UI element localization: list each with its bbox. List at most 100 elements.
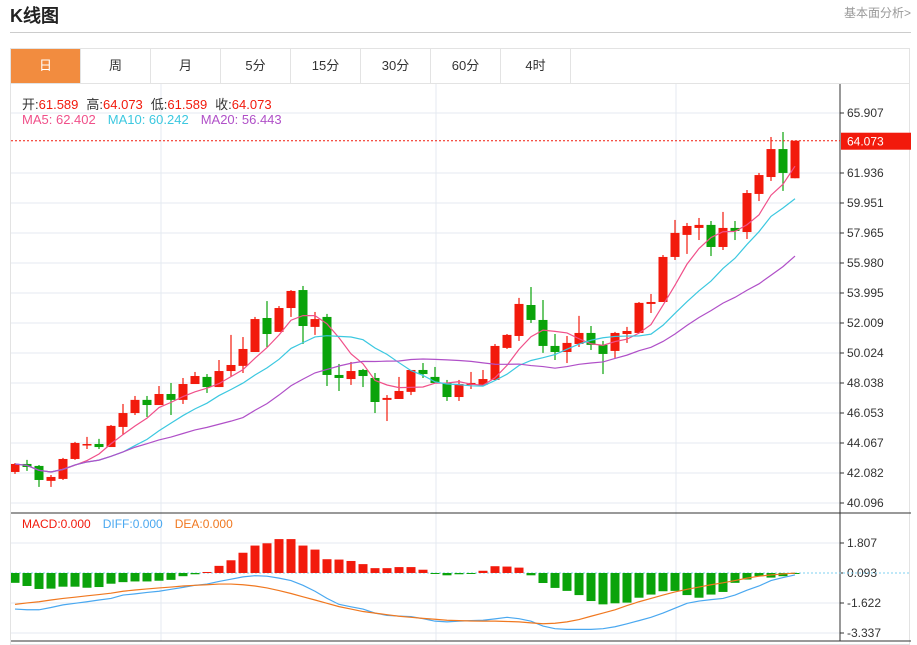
diff-value: DIFF:0.000 xyxy=(102,517,163,531)
candle-body xyxy=(142,399,152,406)
tab-5min[interactable]: 5分 xyxy=(221,49,291,83)
candle-body xyxy=(70,442,80,459)
macd-bar xyxy=(742,572,752,580)
candle-body xyxy=(730,227,740,231)
macd-bar xyxy=(262,543,272,573)
price-tick-label: 46.053 xyxy=(847,406,884,420)
price-tick-label: 42.082 xyxy=(847,466,884,480)
candle-body xyxy=(274,308,284,332)
high-label: 高: xyxy=(86,97,104,112)
macd-bar xyxy=(622,572,632,603)
macd-tick-label: 0.093 xyxy=(847,566,877,580)
tab-15min[interactable]: 15分 xyxy=(291,49,361,83)
macd-bar xyxy=(358,564,368,573)
macd-bar xyxy=(418,569,428,573)
candle-body xyxy=(262,317,272,335)
dea-value: DEA:0.000 xyxy=(174,517,233,531)
tab-60min[interactable]: 60分 xyxy=(431,49,501,83)
macd-bar xyxy=(130,572,140,582)
macd-bar xyxy=(334,559,344,573)
candle-body xyxy=(358,369,368,377)
candle-body xyxy=(94,444,104,448)
macd-tick-label: 1.807 xyxy=(847,536,877,550)
price-tick-label: 57.965 xyxy=(847,226,884,240)
candle-body xyxy=(238,348,248,366)
candle-body xyxy=(454,384,464,398)
candle-body xyxy=(322,316,332,375)
macd-bar xyxy=(190,572,200,575)
candle-body xyxy=(118,413,128,427)
price-tick-label: 48.038 xyxy=(847,376,884,390)
macd-bar xyxy=(514,567,524,573)
candle-body xyxy=(310,319,320,327)
macd-legend: MACD:0.000 DIFF:0.000 DEA:0.000 xyxy=(22,517,233,531)
price-tick-label: 52.009 xyxy=(847,316,884,330)
macd-bar xyxy=(586,572,596,602)
tab-day[interactable]: 日 xyxy=(11,49,81,83)
candle-body xyxy=(178,384,188,400)
macd-bar xyxy=(298,545,308,573)
candle-body xyxy=(598,344,608,354)
candle-body xyxy=(370,377,380,403)
macd-bar xyxy=(70,572,80,587)
macd-bar xyxy=(706,572,716,595)
macd-bar xyxy=(46,572,56,589)
macd-bar xyxy=(34,572,44,589)
page-title: K线图 xyxy=(10,6,59,26)
macd-bar xyxy=(310,549,320,573)
macd-bar xyxy=(106,572,116,584)
candle-body xyxy=(514,303,524,336)
fundamentals-link[interactable]: 基本面分析> xyxy=(843,6,911,20)
low-label: 低: xyxy=(150,97,168,112)
tab-week[interactable]: 周 xyxy=(81,49,151,83)
candle-body xyxy=(778,149,788,173)
chart-canvas[interactable]: 65.907 61.936 59.951 57.965 55.980 53.995 52.0… xyxy=(11,84,911,645)
macd-bar xyxy=(166,572,176,580)
candle-body xyxy=(670,232,680,257)
candle-body xyxy=(430,376,440,383)
candle-body xyxy=(634,302,644,333)
macd-bar xyxy=(754,572,764,577)
low-value: 61.589 xyxy=(167,97,208,112)
candle-body xyxy=(190,376,200,385)
ma-legend: MA5: 62.402 MA10: 60.242 MA20: 56.443 xyxy=(22,112,282,127)
price-tick-label: 55.980 xyxy=(847,256,884,270)
candle-body xyxy=(334,374,344,378)
candle-body xyxy=(106,425,116,448)
candle-body xyxy=(286,290,296,309)
macd-bar xyxy=(550,572,560,588)
candle-body xyxy=(790,140,800,179)
macd-bar xyxy=(178,572,188,577)
macd-bar xyxy=(466,572,476,574)
high-value: 64.073 xyxy=(103,97,143,112)
close-value: 64.073 xyxy=(231,97,272,112)
macd-bar xyxy=(658,572,668,592)
macd-bar xyxy=(598,572,608,605)
macd-bar xyxy=(226,560,236,573)
candle-body xyxy=(586,332,596,345)
macd-bar xyxy=(778,572,788,577)
macd-bar xyxy=(274,539,284,573)
kline-chart[interactable]: 65.907 61.936 59.951 57.965 55.980 53.995 52.0… xyxy=(10,84,911,645)
macd-bar xyxy=(634,572,644,598)
close-label: 收: xyxy=(215,97,232,112)
macd-bar xyxy=(322,559,332,573)
macd-bar xyxy=(58,572,68,587)
open-value: 61.589 xyxy=(38,97,79,112)
candle-body xyxy=(226,364,236,372)
macd-bar xyxy=(346,560,356,573)
macd-bar xyxy=(286,539,296,573)
candle-body xyxy=(658,256,668,302)
macd-tick-label: -3.337 xyxy=(847,626,881,640)
tab-4hour[interactable]: 4时 xyxy=(501,49,571,83)
candle-body xyxy=(442,382,452,398)
candle-body xyxy=(130,399,140,414)
tab-30min[interactable]: 30分 xyxy=(361,49,431,83)
candle-body xyxy=(622,330,632,335)
candle-body xyxy=(394,390,404,399)
tab-month[interactable]: 月 xyxy=(151,49,221,83)
last-price-tag xyxy=(841,132,911,150)
candle-body xyxy=(418,369,428,375)
macd-bar xyxy=(430,572,440,574)
candle-body xyxy=(706,224,716,247)
